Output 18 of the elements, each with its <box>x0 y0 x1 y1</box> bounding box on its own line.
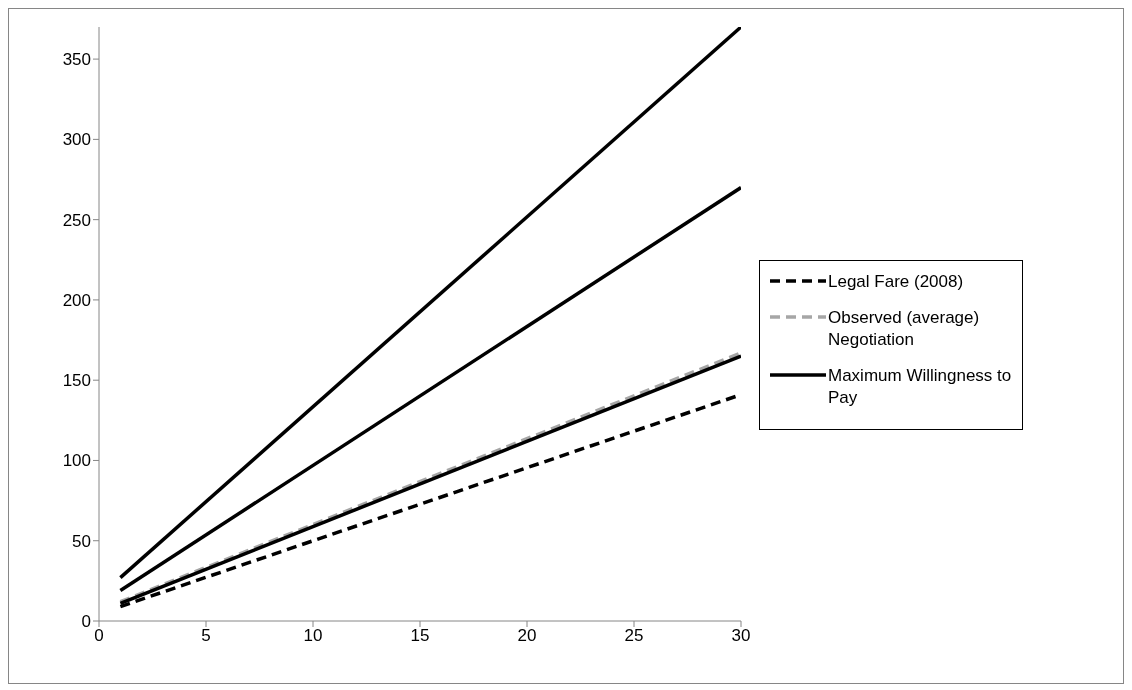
legend-label: Maximum Willingness to Pay <box>828 365 1013 409</box>
y-tick-label: 250 <box>62 210 91 230</box>
legend-label: Observed (average) Negotiation <box>828 307 981 351</box>
y-tick-label: 150 <box>62 371 91 391</box>
x-tick-label: 15 <box>410 626 430 646</box>
x-tick-label: 5 <box>201 626 211 646</box>
x-tick-label: 25 <box>624 626 644 646</box>
legend-label: Legal Fare (2008) <box>828 271 964 293</box>
y-tick-label: 300 <box>62 130 91 150</box>
y-tick-label: 350 <box>62 50 91 70</box>
y-tick-label: 0 <box>81 612 91 632</box>
y-tick-label: 100 <box>62 451 91 471</box>
y-tick-label: 200 <box>62 290 91 310</box>
x-tick-label: 20 <box>517 626 537 646</box>
x-tick-label: 30 <box>731 626 751 646</box>
y-tick-label: 50 <box>72 531 91 551</box>
x-tick-label: 0 <box>94 626 104 646</box>
x-tick-label: 10 <box>303 626 323 646</box>
